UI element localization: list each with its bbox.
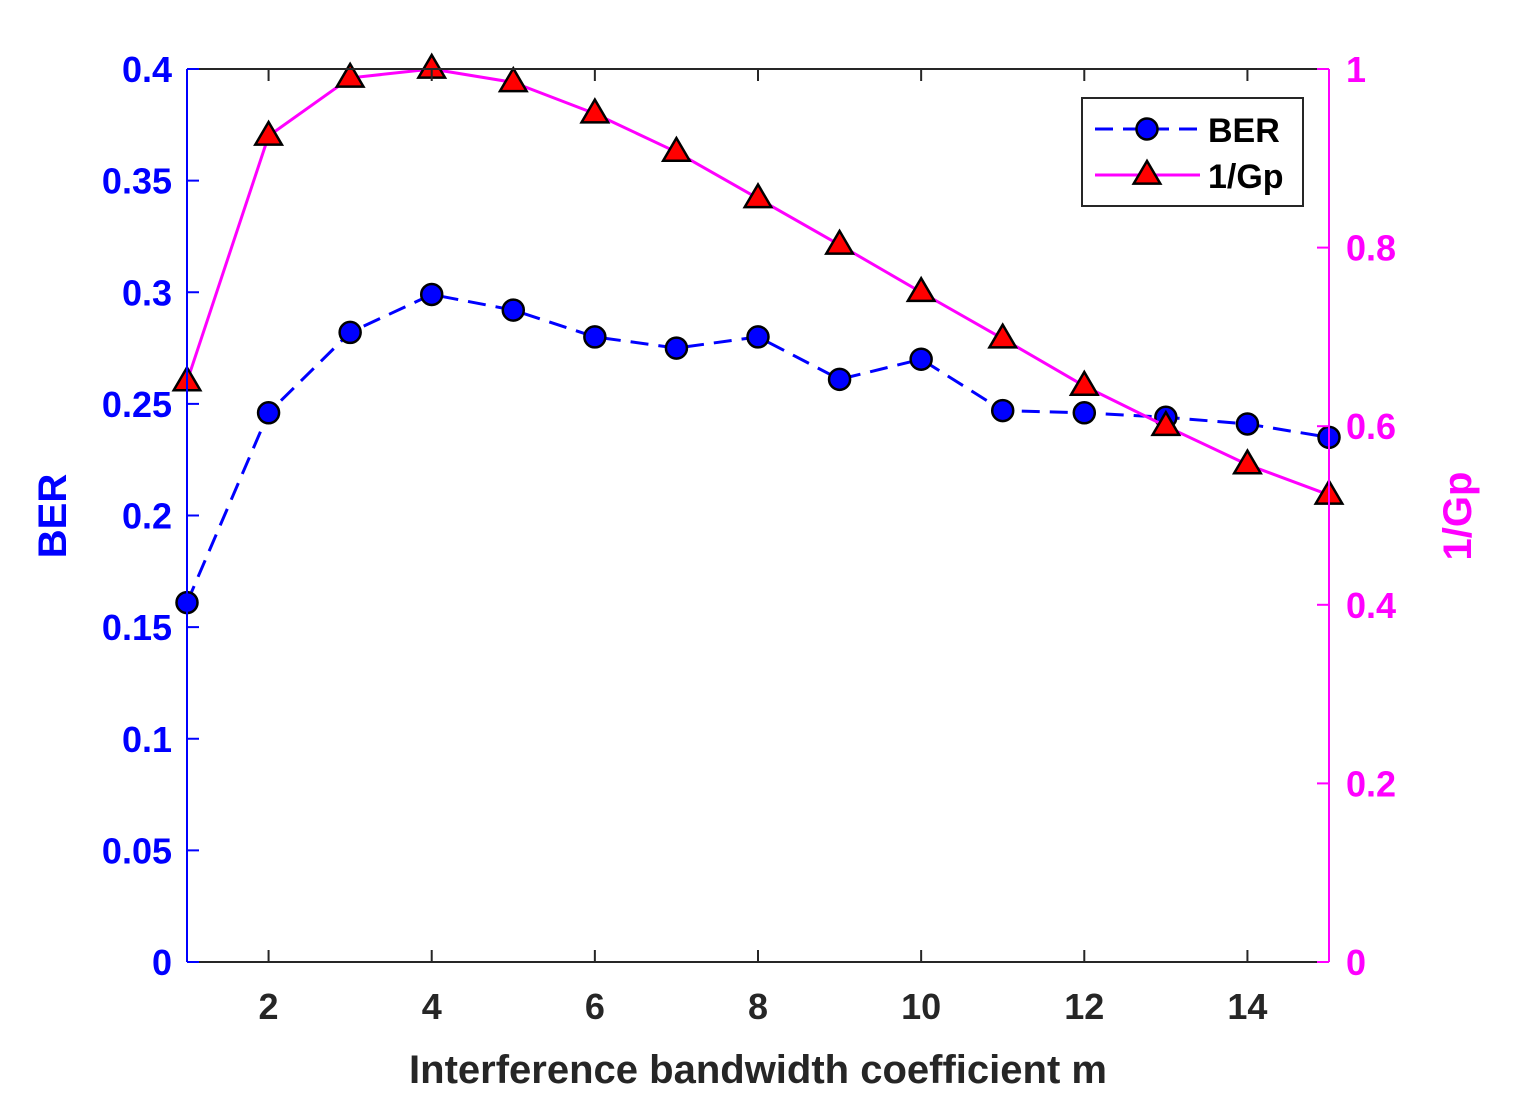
legend-box	[1081, 97, 1304, 207]
left-y-tick-label: 0.15	[102, 607, 172, 648]
legend: BER 1/Gp	[1081, 97, 1304, 207]
x-tick-label: 6	[585, 986, 605, 1027]
ber-data-point	[256, 401, 281, 425]
x-tick-label: 14	[1227, 986, 1267, 1027]
ber-data-point	[1072, 401, 1097, 425]
x-tick-label: 2	[259, 986, 279, 1027]
series-layer	[171, 52, 1345, 615]
left-y-tick-label: 0.3	[122, 272, 172, 313]
right-y-tick-label: 0.6	[1346, 406, 1396, 447]
right-y-tick-label: 0.2	[1346, 763, 1396, 804]
gp-data-point	[1068, 369, 1100, 396]
left-y-tick-label: 0.1	[122, 719, 172, 760]
ber-data-point	[746, 325, 770, 349]
x-axis-label: Interference bandwidth coefficient m	[409, 1048, 1107, 1092]
left-y-tick-label: 0.4	[122, 49, 172, 90]
ber-data-point	[338, 320, 362, 345]
ber-data-point	[583, 325, 607, 349]
ber-data-point	[1235, 412, 1260, 436]
x-tick-label: 8	[748, 986, 768, 1027]
ber-data-point	[990, 398, 1015, 423]
left-y-tick-label: 0	[152, 942, 172, 983]
right-y-tick-label: 0.8	[1346, 228, 1396, 269]
left-y-tick-label: 0.35	[102, 161, 172, 202]
gp-data-point	[334, 61, 366, 88]
gp-data-point	[824, 228, 856, 255]
gp-data-point	[1231, 448, 1263, 475]
right-y-tick-label: 0	[1346, 942, 1366, 983]
plot-background	[187, 69, 1329, 962]
ber-data-point	[909, 347, 933, 371]
left-y-tick-label: 0.05	[102, 830, 172, 871]
gp-data-point	[579, 97, 611, 124]
ticks-layer: 2 4 6 8 10 12 1400.050.10.150.20.250.30.350.40…	[102, 49, 1396, 1027]
gp-data-point	[905, 275, 937, 303]
gp-data-point	[987, 322, 1019, 349]
legend-label-gp: 1/Gp	[1208, 158, 1284, 196]
x-tick-label: 12	[1064, 986, 1104, 1027]
right-y-axis-label: 1/Gp	[1436, 472, 1480, 561]
ber-data-point	[419, 282, 444, 307]
ber-data-point	[827, 367, 852, 392]
left-y-tick-label: 0.2	[122, 496, 172, 537]
gp-data-point	[497, 65, 529, 93]
right-y-tick-label: 0.4	[1346, 585, 1396, 626]
left-y-axis-label: BER	[31, 474, 75, 559]
legend-label-ber: BER	[1208, 112, 1280, 150]
right-y-tick-label: 1	[1346, 49, 1366, 90]
left-y-tick-label: 0.25	[102, 384, 172, 425]
gp-data-point	[253, 119, 285, 146]
gp-data-point	[742, 182, 774, 209]
legend-swatch-ber-marker	[1135, 117, 1159, 141]
ber-data-point	[501, 298, 526, 322]
x-tick-label: 4	[422, 986, 442, 1027]
gp-data-point	[1150, 409, 1182, 437]
legend-swatch-gp-marker	[1131, 158, 1163, 185]
gp-data-point	[660, 135, 692, 162]
x-tick-label: 10	[901, 986, 941, 1027]
ber-data-point	[664, 336, 689, 360]
